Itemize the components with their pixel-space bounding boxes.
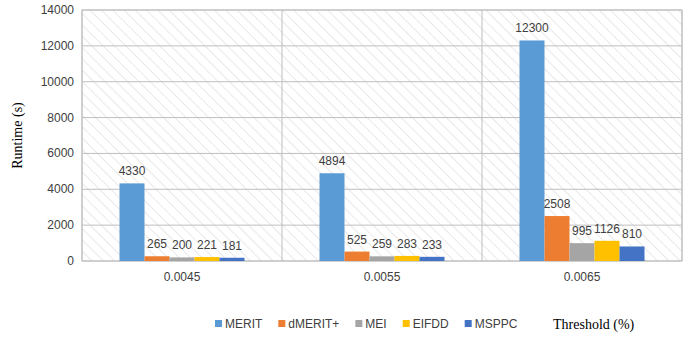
bar <box>620 246 645 261</box>
bar <box>520 40 545 261</box>
y-tick-label: 0 <box>67 254 74 268</box>
data-label: 810 <box>622 227 642 241</box>
data-label: 265 <box>147 237 167 251</box>
data-label: 4330 <box>119 164 146 178</box>
legend-label: MSPPC <box>475 317 518 331</box>
data-label: 200 <box>172 238 192 252</box>
bar <box>345 252 370 261</box>
plot-background <box>82 10 682 261</box>
y-axis-label: Runtime (s) <box>10 102 26 169</box>
data-label: 181 <box>222 239 242 253</box>
bar <box>395 256 420 261</box>
x-tick-label: 0.0045 <box>164 270 201 284</box>
y-tick-label: 8000 <box>47 111 74 125</box>
bar <box>370 256 395 261</box>
grid-line <box>82 45 682 46</box>
x-axis-label: Threshold (%) <box>553 317 635 333</box>
bar <box>220 258 245 261</box>
data-label: 221 <box>197 238 217 252</box>
y-tick-label: 14000 <box>41 3 75 17</box>
grid-line <box>82 117 682 118</box>
bar <box>120 183 145 261</box>
data-label: 1126 <box>594 222 620 236</box>
chart: 0 2000 4000 6000 8000 10000 12000 14000 4330 4894… <box>0 0 685 343</box>
bar <box>145 256 170 261</box>
y-tick-label: 4000 <box>47 182 74 196</box>
legend-label: MERIT <box>225 317 263 331</box>
bars <box>120 40 645 261</box>
y-tick-label: 10000 <box>41 75 75 89</box>
data-label: 233 <box>422 238 442 252</box>
y-tick-label: 6000 <box>47 146 74 160</box>
legend-swatch <box>278 320 285 327</box>
data-label: 995 <box>572 224 592 238</box>
y-tick-label: 2000 <box>47 218 74 232</box>
legend-swatch <box>355 320 362 327</box>
bar <box>170 257 195 261</box>
grid-line <box>82 153 682 154</box>
bar <box>320 173 345 261</box>
data-label: 259 <box>372 237 392 251</box>
data-label: 283 <box>397 237 417 251</box>
grid-line <box>82 189 682 190</box>
legend-swatch <box>215 320 222 327</box>
bar <box>420 257 445 261</box>
legend-label: EIFDD <box>413 317 449 331</box>
legend-swatch <box>465 320 472 327</box>
data-label: 525 <box>347 233 367 247</box>
x-tick-label: 0.0055 <box>364 270 401 284</box>
data-label: 4894 <box>319 154 346 168</box>
data-label: 2508 <box>544 197 571 211</box>
legend-label: dMERIT+ <box>288 317 339 331</box>
bar <box>570 243 595 261</box>
x-tick-label: 0.0065 <box>564 270 601 284</box>
legend-label: MEI <box>365 317 386 331</box>
category-separator <box>482 10 483 261</box>
bar <box>545 216 570 261</box>
legend-swatch <box>403 320 410 327</box>
grid-line <box>82 81 682 82</box>
legend: MERIT dMERIT+ MEI EIFDD MSPPC <box>215 317 518 331</box>
bar <box>595 241 620 261</box>
bar <box>195 257 220 261</box>
plot-frame <box>82 10 682 261</box>
y-tick-label: 12000 <box>41 39 75 53</box>
data-label: 12300 <box>515 21 549 35</box>
data-labels: 4330 4894 12300 265 525 2508 200 259 995 221 283 11… <box>119 21 643 252</box>
category-separator <box>282 10 283 261</box>
